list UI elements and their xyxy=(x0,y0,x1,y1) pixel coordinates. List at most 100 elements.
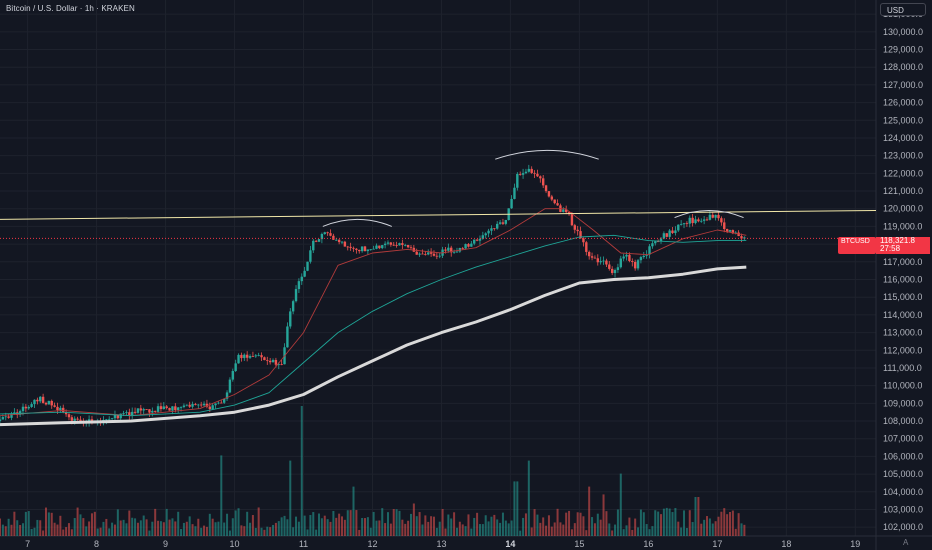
volume-bar xyxy=(430,516,433,536)
candle-body xyxy=(562,209,565,212)
y-tick-label: 123,000.0 xyxy=(883,151,923,161)
volume-bar xyxy=(211,518,214,536)
candle-body xyxy=(590,256,594,258)
y-tick-label: 124,000.0 xyxy=(883,133,923,143)
volume-bar xyxy=(378,520,381,536)
volume-bar xyxy=(113,524,116,536)
volume-bar xyxy=(697,497,700,536)
volume-bar xyxy=(33,527,36,536)
y-tick-label: 106,000.0 xyxy=(883,451,923,461)
candle-body xyxy=(369,249,372,251)
candle-body xyxy=(297,281,301,290)
candle-body xyxy=(171,406,174,411)
volume-bar xyxy=(254,527,257,536)
volume-bar xyxy=(177,511,180,536)
volume-bar xyxy=(56,524,59,536)
candle-body xyxy=(613,269,617,274)
candle-body xyxy=(7,416,10,418)
candle-body xyxy=(24,406,28,409)
candle-body xyxy=(27,406,30,409)
candle-body xyxy=(608,264,611,269)
candle-body xyxy=(450,247,453,253)
volume-bar xyxy=(53,522,56,536)
bar-countdown: 27:58 xyxy=(880,244,901,253)
candle-body xyxy=(530,168,533,173)
candle-body xyxy=(312,240,315,251)
candle-body xyxy=(639,257,643,261)
volume-bar xyxy=(599,519,602,536)
volume-bar xyxy=(289,460,292,536)
volume-bar xyxy=(740,523,743,536)
candle-body xyxy=(478,238,482,241)
candle-body xyxy=(490,228,493,231)
candle-body xyxy=(610,268,614,274)
volume-bar xyxy=(318,513,321,536)
candle-body xyxy=(116,414,120,419)
y-tick-label: 117,000.0 xyxy=(883,257,922,267)
volume-bar xyxy=(96,528,99,536)
candle-body xyxy=(151,410,154,413)
candle-body xyxy=(240,354,243,359)
candle-body xyxy=(375,245,378,249)
candle-body xyxy=(564,209,568,213)
volume-bar xyxy=(154,508,157,536)
candle-body xyxy=(231,371,234,380)
candle-body xyxy=(335,239,338,241)
volume-bar xyxy=(674,508,677,536)
volume-bar xyxy=(10,524,13,536)
volume-bar xyxy=(102,521,105,536)
y-tick-label: 120,000.0 xyxy=(883,204,923,214)
volume-bar xyxy=(464,526,467,536)
candle-body xyxy=(286,326,289,348)
candle-body xyxy=(0,419,2,422)
volume-bar xyxy=(93,511,96,536)
currency-button[interactable]: USD xyxy=(880,3,926,16)
volume-bar xyxy=(726,514,729,536)
candle-body xyxy=(346,246,349,248)
volume-bar xyxy=(450,518,453,536)
candle-body xyxy=(306,261,309,271)
x-tick-label: 10 xyxy=(230,539,240,549)
volume-bar xyxy=(99,527,102,536)
volume-bar xyxy=(36,519,39,536)
volume-bar xyxy=(628,517,631,536)
volume-bar xyxy=(409,513,412,536)
volume-bar xyxy=(85,526,88,536)
candle-body xyxy=(30,404,33,407)
volume-bar xyxy=(105,518,108,536)
volume-bar xyxy=(501,512,504,536)
volume-bar xyxy=(82,518,85,536)
candle-body xyxy=(711,214,714,218)
moving-average-ma_slow xyxy=(0,265,747,427)
candle-body xyxy=(349,246,352,248)
moving-average-ma_fast xyxy=(0,208,747,417)
volume-bar xyxy=(619,473,622,536)
y-tick-label: 125,000.0 xyxy=(883,115,923,125)
tradingview-logo[interactable]: A xyxy=(903,538,909,547)
candle-body xyxy=(570,214,574,226)
candle-body xyxy=(245,354,249,358)
candle-body xyxy=(496,223,499,229)
y-tick-label: 110,000.0 xyxy=(883,381,922,391)
candle-body xyxy=(513,187,516,199)
candle-body xyxy=(599,261,602,263)
y-tick-label: 129,000.0 xyxy=(883,45,923,55)
volume-bar xyxy=(392,509,395,536)
pattern-arc xyxy=(674,210,744,219)
candle-body xyxy=(481,235,485,239)
volume-bar xyxy=(277,521,280,536)
volume-bar xyxy=(228,530,231,536)
volume-bar xyxy=(335,517,338,536)
volume-bar xyxy=(372,511,375,536)
volume-bar xyxy=(415,516,418,536)
candle-body xyxy=(202,403,206,406)
candle-body xyxy=(280,364,283,366)
volume-bar xyxy=(435,527,438,536)
symbol-tag: BTCUSD xyxy=(838,237,876,254)
volume-bar xyxy=(642,512,645,536)
candle-body xyxy=(191,404,194,407)
candle-body xyxy=(648,246,651,255)
candle-body xyxy=(720,218,723,223)
candle-body xyxy=(268,360,272,363)
